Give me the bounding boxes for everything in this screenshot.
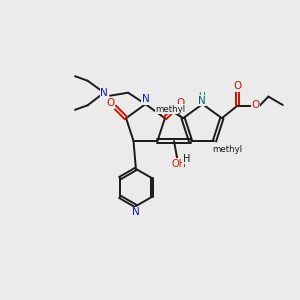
Text: O: O bbox=[177, 98, 185, 108]
Text: O: O bbox=[233, 81, 242, 91]
Text: OH: OH bbox=[172, 158, 187, 169]
Text: N: N bbox=[100, 88, 108, 98]
Text: methyl: methyl bbox=[212, 145, 242, 154]
Text: methyl: methyl bbox=[155, 105, 186, 114]
Text: methyl: methyl bbox=[165, 107, 170, 108]
Text: N: N bbox=[198, 95, 206, 106]
Text: O: O bbox=[252, 100, 260, 110]
Text: O: O bbox=[106, 98, 114, 108]
Text: H: H bbox=[199, 92, 205, 101]
Text: H: H bbox=[183, 154, 190, 164]
Text: N: N bbox=[142, 94, 149, 104]
Text: methyl: methyl bbox=[160, 106, 164, 107]
Text: N: N bbox=[132, 207, 140, 217]
